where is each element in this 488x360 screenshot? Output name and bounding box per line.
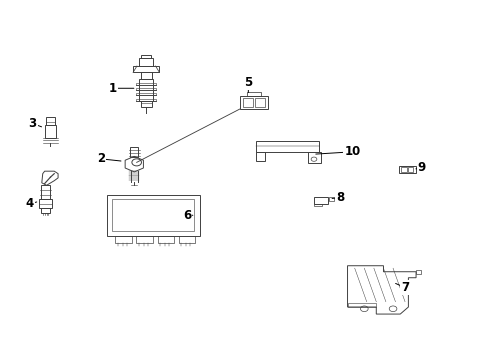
Bar [44,125,56,138]
Bar [46,117,55,125]
Text: 8: 8 [336,191,344,204]
Bar [254,98,264,107]
Text: 10: 10 [344,145,360,158]
Bar [136,83,156,85]
Bar [141,55,151,58]
Bar [106,195,200,235]
Bar [112,199,194,231]
Text: 7: 7 [400,281,408,294]
Text: 6: 6 [183,209,191,222]
Bar [347,303,376,307]
Bar [41,185,50,199]
Bar [400,167,406,172]
Bar [157,235,174,243]
Text: 2: 2 [97,152,104,165]
Bar [242,98,252,107]
Bar [141,72,151,80]
Bar [130,147,138,157]
Bar [313,204,321,207]
Bar [39,199,52,207]
Bar [115,235,132,243]
Bar [246,92,261,96]
Text: 9: 9 [417,161,425,174]
Bar [139,80,153,100]
Text: 1: 1 [108,82,117,95]
Bar [41,207,50,213]
Bar [136,93,156,95]
Bar [140,101,152,107]
Bar [136,235,153,243]
Text: 5: 5 [244,76,252,89]
Bar [136,99,156,100]
Bar [398,166,415,173]
Bar [239,96,268,109]
Bar [313,197,328,204]
Bar [139,58,153,66]
Text: 3: 3 [29,117,37,130]
Bar [178,235,195,243]
Bar [415,270,420,274]
Bar [328,197,333,201]
Bar [136,88,156,90]
Bar [256,141,318,152]
Text: 4: 4 [26,198,34,211]
Bar [133,66,159,72]
Bar [407,167,412,172]
